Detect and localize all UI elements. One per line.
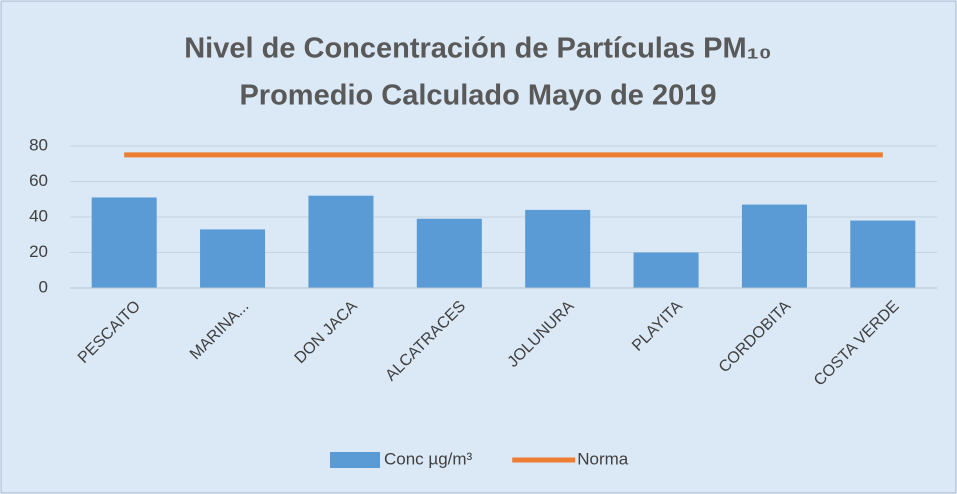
bar xyxy=(91,197,157,288)
bar xyxy=(525,209,591,288)
legend-swatch xyxy=(330,452,380,468)
legend-label: Conc µg/m³ xyxy=(384,449,473,468)
y-tick-label: 20 xyxy=(29,242,48,261)
bar xyxy=(850,220,916,288)
legend-label: Norma xyxy=(577,449,629,468)
y-tick-label: 0 xyxy=(39,277,48,296)
y-tick-label: 80 xyxy=(29,135,48,154)
bar xyxy=(741,204,807,288)
chart-title: Nivel de Concentración de Partículas PM₁… xyxy=(184,33,772,65)
bar xyxy=(308,195,374,288)
y-tick-label: 60 xyxy=(29,171,48,190)
bar xyxy=(416,218,482,288)
chart-title: Promedio Calculado Mayo de 2019 xyxy=(239,80,716,112)
bar xyxy=(200,229,266,288)
y-tick-label: 40 xyxy=(29,206,48,225)
bar xyxy=(633,252,699,288)
